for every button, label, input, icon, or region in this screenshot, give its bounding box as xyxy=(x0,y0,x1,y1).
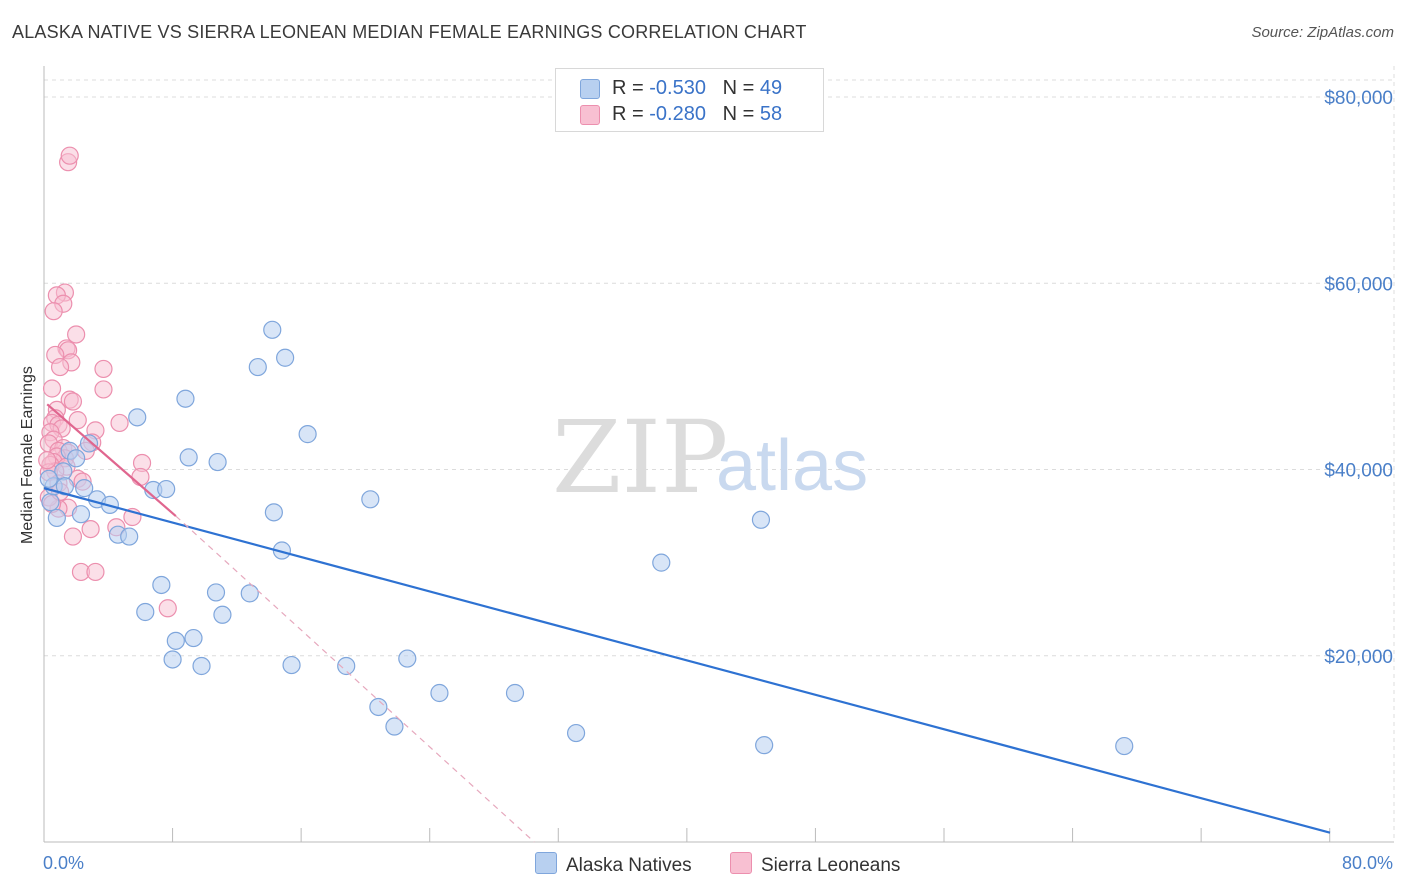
source-credit: Source: ZipAtlas.com xyxy=(1251,24,1394,41)
watermark: ZIP atlas xyxy=(552,399,868,516)
alaska-native-point xyxy=(385,717,404,736)
sierra-leonean-point xyxy=(42,379,62,398)
alaska-native-point xyxy=(652,553,671,572)
sierra-leonean-point xyxy=(110,413,129,433)
alaska-native-point xyxy=(206,583,226,602)
alaska-native-point xyxy=(39,469,58,488)
alaska-native-point xyxy=(157,479,176,499)
watermark-zip: ZIP xyxy=(552,399,728,516)
sierra-leonean-point xyxy=(94,359,113,379)
alaska-native-point xyxy=(398,649,417,668)
alaska-native-point xyxy=(71,505,91,524)
sierra-leonean-point xyxy=(68,411,87,430)
alaska-native-point xyxy=(566,723,586,743)
alaska-native-point xyxy=(152,575,171,595)
legend-swatch-pink xyxy=(580,105,600,125)
alaska-native-point xyxy=(67,449,86,468)
alaska-native-point xyxy=(128,408,147,427)
r-label: R = xyxy=(612,77,650,99)
x-tick-label: 0.0% xyxy=(43,853,84,873)
y-tick-label: $20,000 xyxy=(1324,647,1393,668)
alaska-native-point xyxy=(208,452,227,472)
alaska-native-point xyxy=(505,683,525,703)
r-value: -0.280 xyxy=(649,103,706,125)
y-tick-label: $80,000 xyxy=(1324,88,1393,109)
sierra-leonean-point xyxy=(50,357,70,377)
alaska-native-point xyxy=(176,389,195,408)
x-tick-label: 80.0% xyxy=(1342,853,1393,873)
sierra-leonean-point xyxy=(63,392,83,411)
alaska-native-point xyxy=(163,650,182,669)
legend-label: Alaska Natives xyxy=(566,855,692,876)
alaska-native-point xyxy=(75,479,94,498)
alaska-native-point xyxy=(41,492,60,512)
n-label: N = xyxy=(722,103,760,125)
legend-swatch-blue xyxy=(580,79,600,99)
r-value: -0.530 xyxy=(649,77,706,99)
alaska-native-point xyxy=(136,602,155,622)
sierra-leonean-point xyxy=(44,302,63,321)
r-label: R = xyxy=(612,103,650,125)
sierra-leonean-point xyxy=(38,451,57,470)
alaska-natives-trend-line xyxy=(43,487,1331,834)
alaska-native-point xyxy=(47,508,66,528)
legend-swatch-pink xyxy=(730,852,752,874)
alaska-native-point xyxy=(263,320,282,339)
alaska-native-point xyxy=(240,584,259,603)
correlation-legend: R = -0.530 N = 49 R = -0.280 N = 58 xyxy=(555,68,824,132)
legend-text: R = -0.280 N = 58 xyxy=(612,103,782,126)
alaska-native-point xyxy=(430,683,449,703)
sierra-leonean-point xyxy=(94,380,113,399)
y-tick-labels: $20,000 $40,000 $60,000 $80,000 xyxy=(1324,88,1393,668)
n-label: N = xyxy=(722,77,760,99)
alaska-native-point xyxy=(79,434,99,453)
sierra-leonean-point xyxy=(63,527,83,546)
alaska-natives-points xyxy=(39,320,1134,756)
n-value: 49 xyxy=(759,77,783,99)
sierra-leoneans-trend-line xyxy=(46,403,177,517)
alaska-native-point xyxy=(751,510,771,529)
sierra-leonean-point xyxy=(67,325,86,344)
legend-item-sierra-leoneans: Sierra Leoneans xyxy=(730,852,900,877)
sierra-leonean-point xyxy=(131,467,150,487)
x-tick-labels: 0.0% 80.0% xyxy=(43,853,1393,873)
alaska-native-point xyxy=(282,655,301,675)
alaska-native-point xyxy=(166,631,185,650)
sierra-leoneans-trend-extension xyxy=(175,515,535,843)
alaska-native-point xyxy=(248,357,267,377)
legend-label: Sierra Leoneans xyxy=(761,855,901,876)
trend-lines xyxy=(43,403,1331,843)
alaska-native-point xyxy=(184,628,203,648)
alaska-native-point xyxy=(1115,736,1134,756)
alaska-native-point xyxy=(361,490,380,509)
sierra-leoneans-points xyxy=(38,146,177,618)
alaska-native-point xyxy=(298,425,317,444)
y-tick-label: $40,000 xyxy=(1324,461,1393,482)
sierra-leonean-point xyxy=(81,519,100,539)
legend-swatch-blue xyxy=(535,852,557,874)
y-tick-label: $60,000 xyxy=(1324,274,1393,295)
alaska-native-point xyxy=(264,503,283,522)
watermark-atlas: atlas xyxy=(716,426,868,506)
alaska-native-point xyxy=(276,348,295,367)
sierra-leonean-point xyxy=(86,562,105,582)
sierra-leonean-point xyxy=(158,599,177,618)
alaska-native-point xyxy=(369,697,388,717)
legend-text: R = -0.530 N = 49 xyxy=(612,77,782,100)
axes xyxy=(43,66,1394,843)
chart-title: ALASKA NATIVE VS SIERRA LEONEAN MEDIAN F… xyxy=(12,22,807,42)
alaska-native-point xyxy=(179,448,198,467)
n-value: 58 xyxy=(759,103,783,125)
alaska-native-point xyxy=(755,736,774,755)
legend-item-alaska-natives: Alaska Natives xyxy=(535,852,692,877)
sierra-leonean-point xyxy=(60,146,79,165)
alaska-native-point xyxy=(192,656,211,676)
alaska-native-point xyxy=(337,656,356,676)
alaska-native-point xyxy=(120,527,139,546)
alaska-native-point xyxy=(213,605,232,624)
